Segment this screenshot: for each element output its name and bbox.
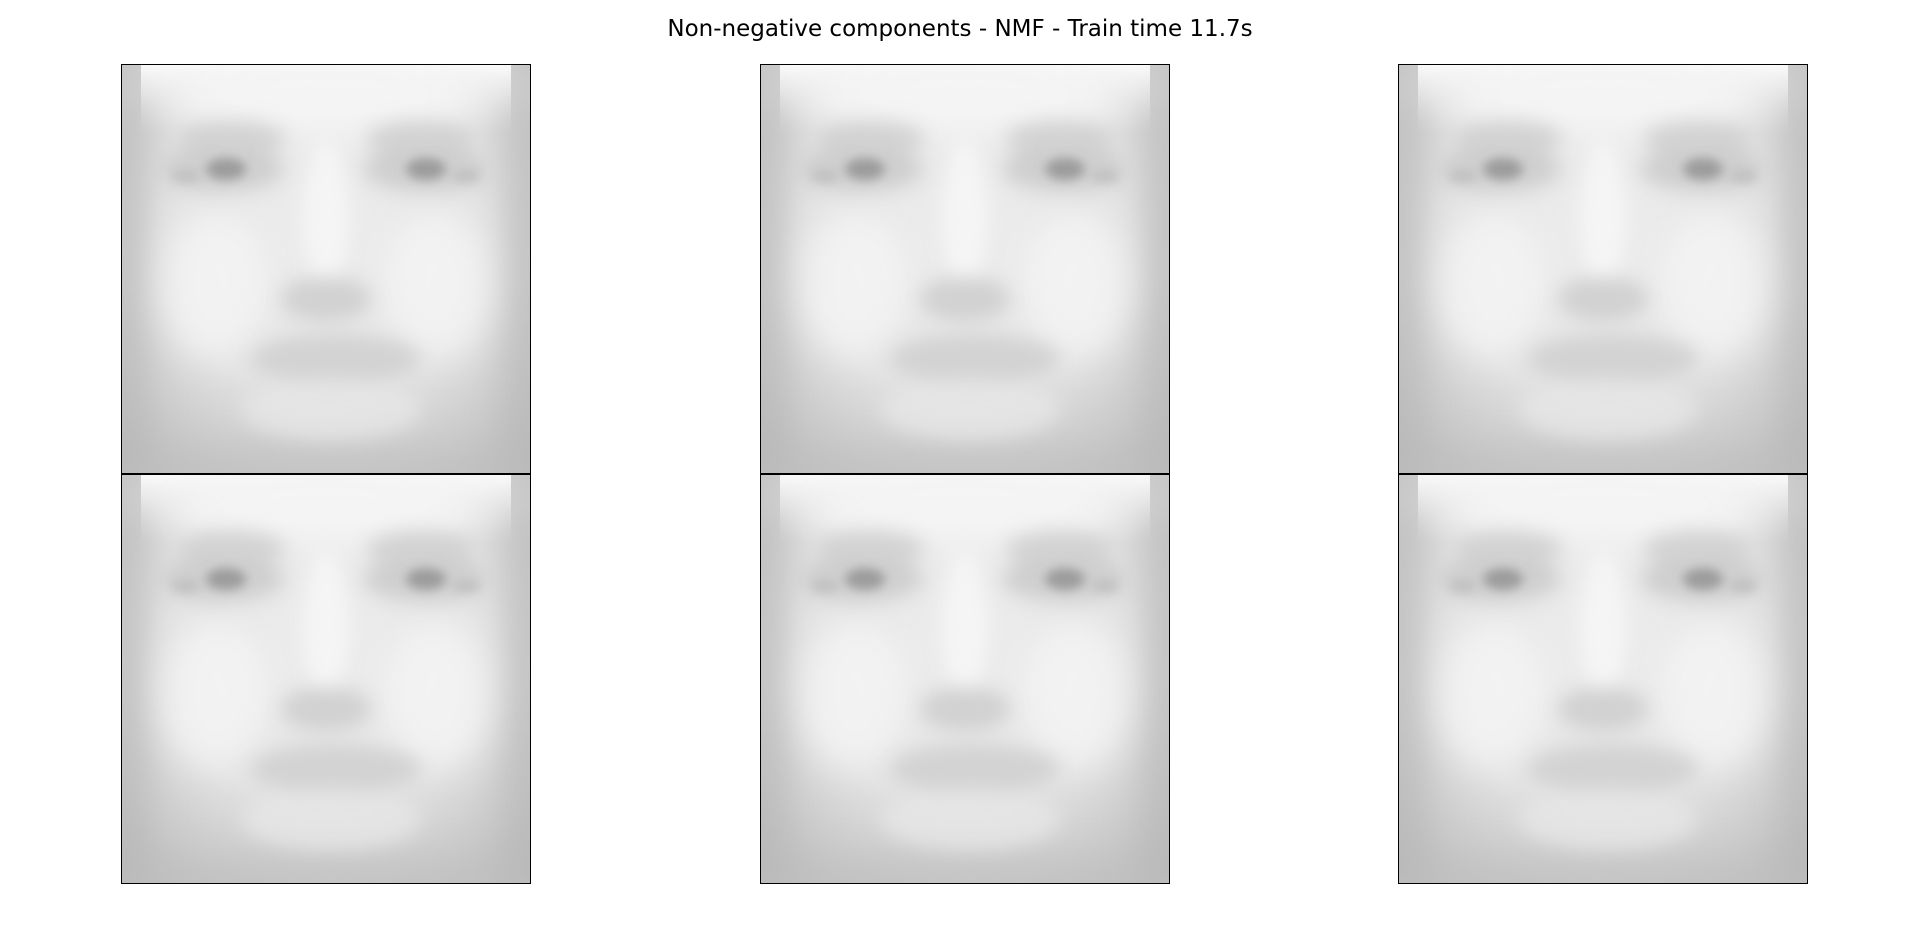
component-panel [760, 64, 1170, 474]
component-panel [760, 474, 1170, 884]
component-panel [121, 64, 531, 474]
face-image [121, 64, 531, 474]
component-panel [1398, 64, 1808, 474]
panel-frame [121, 474, 531, 884]
face-image [760, 64, 1170, 474]
face-image [1398, 64, 1808, 474]
face-image [121, 474, 531, 884]
component-panel [1398, 474, 1808, 884]
panel-frame [760, 64, 1170, 474]
face-image [760, 474, 1170, 884]
panel-frame [760, 474, 1170, 884]
panel-frame [1398, 474, 1808, 884]
panel-frame [1398, 64, 1808, 474]
figure-title: Non-negative components - NMF - Train ti… [667, 16, 1253, 42]
component-panel [121, 474, 531, 884]
panel-frame [121, 64, 531, 474]
face-image [1398, 474, 1808, 884]
